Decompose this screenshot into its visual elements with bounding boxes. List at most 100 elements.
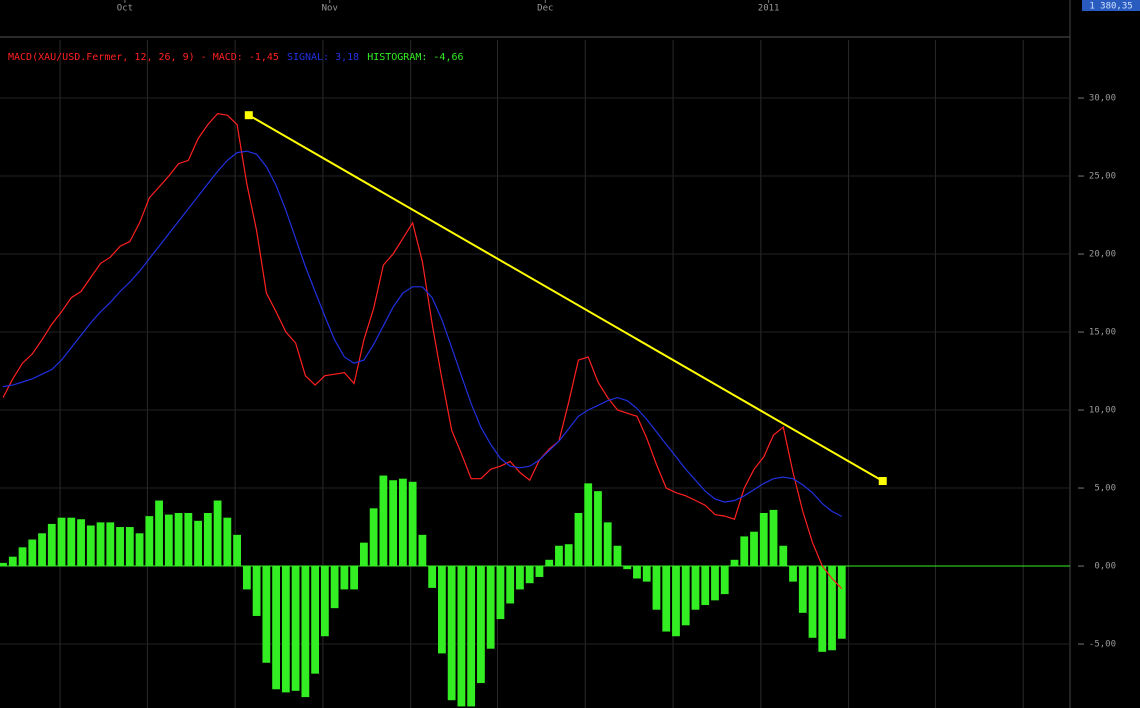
y-tick-label: 30,00 (1089, 94, 1116, 104)
histogram-bar (164, 514, 173, 567)
histogram-bar (242, 566, 251, 590)
y-tick-label: 10,00 (1089, 406, 1116, 416)
histogram-bar (594, 491, 602, 567)
histogram-bar (379, 475, 388, 567)
histogram-bar (779, 545, 788, 567)
histogram-bar (555, 545, 563, 567)
histogram-bar (135, 533, 144, 567)
histogram-bar (340, 566, 349, 590)
x-tick-label: 2011 (758, 4, 780, 14)
histogram-bar (720, 566, 729, 595)
x-tick-label: Dec (537, 4, 553, 14)
histogram-bar (389, 480, 398, 567)
histogram-bar (106, 522, 115, 567)
histogram-bar (174, 513, 183, 567)
histogram-bar (194, 520, 202, 567)
histogram-bar (320, 566, 329, 637)
histogram-bar (155, 500, 163, 567)
histogram-bar (184, 513, 193, 567)
histogram-bar (77, 519, 85, 567)
histogram-bar (262, 566, 271, 663)
histogram-bar (233, 534, 241, 567)
y-tick-label: 20,00 (1089, 250, 1116, 260)
histogram-bar (740, 536, 749, 567)
histogram-bar (652, 566, 661, 610)
histogram-bar (808, 566, 817, 638)
histogram-bar (662, 566, 671, 632)
histogram-bar (281, 566, 290, 693)
series-line (2, 112, 843, 590)
histogram-bar (681, 566, 690, 626)
histogram-bar (525, 566, 534, 584)
histogram-bar (398, 478, 407, 567)
histogram-bar (213, 500, 222, 567)
histogram-bar (86, 525, 95, 567)
x-tick-label: Nov (322, 4, 338, 14)
histogram-bar (67, 517, 76, 567)
histogram-bar (798, 566, 807, 613)
histogram-bar (330, 566, 339, 609)
trend-handle (244, 111, 253, 120)
histogram-bar (203, 513, 212, 567)
histogram-bar (0, 562, 7, 567)
histogram-bar (8, 556, 17, 567)
histogram-bar (574, 513, 583, 567)
histogram-bar (408, 481, 417, 567)
trend-line (248, 114, 884, 482)
histogram-bar (18, 547, 27, 567)
histogram-bar (57, 517, 66, 567)
histogram-bar (467, 566, 476, 707)
y-tick-label: 5,00 (1094, 484, 1116, 494)
histogram-bar (428, 566, 437, 588)
histogram-bar (672, 566, 680, 637)
histogram-bar (691, 566, 700, 610)
y-tick-label: 25,00 (1089, 172, 1116, 182)
trend-handle (878, 477, 887, 486)
histogram-bar (516, 566, 524, 590)
histogram-bar (506, 566, 515, 604)
histogram-bar (369, 508, 378, 567)
histogram-bar (359, 542, 368, 567)
histogram-bar (623, 566, 632, 570)
y-tick-label: -5,00 (1089, 640, 1116, 650)
histogram-bar (564, 544, 573, 567)
histogram-bar (828, 566, 836, 651)
legend-entry: HISTOGRAM: -4,66 (367, 52, 463, 63)
histogram-bar (301, 566, 310, 698)
price-box (1082, 0, 1140, 11)
histogram-bar (642, 566, 651, 582)
histogram-bar (711, 566, 719, 601)
histogram-bar (291, 566, 300, 691)
x-tick-label: Oct (117, 4, 133, 14)
histogram-bar (47, 523, 56, 567)
histogram-bar (272, 566, 281, 690)
histogram-bar (613, 545, 622, 567)
histogram-bar (789, 566, 797, 582)
histogram-bar (837, 566, 846, 639)
histogram-bar (38, 533, 46, 567)
histogram-bar (818, 566, 827, 652)
histogram-bar (96, 522, 105, 567)
histogram-bar (447, 566, 456, 701)
histogram-bar (545, 559, 554, 567)
histogram-bar (584, 483, 593, 567)
histogram-bar (535, 566, 544, 577)
y-tick-label: 0,00 (1094, 562, 1116, 572)
histogram-bar (701, 566, 710, 606)
y-tick-label: 15,00 (1089, 328, 1116, 338)
legend-entry: MACD(XAU/USD.Fermer, 12, 26, 9) - MACD: … (8, 52, 279, 63)
histogram-bar (350, 566, 359, 590)
histogram-bar (125, 527, 134, 567)
histogram-bar (418, 534, 427, 567)
histogram-bar (603, 522, 612, 567)
histogram-bar (457, 566, 466, 707)
histogram-bar (759, 513, 768, 567)
histogram-bar (28, 539, 37, 567)
histogram-bar (116, 527, 124, 567)
histogram-bar (311, 566, 320, 674)
histogram-bar (750, 531, 758, 567)
histogram-bar (438, 566, 446, 654)
histogram-bar (486, 566, 495, 649)
